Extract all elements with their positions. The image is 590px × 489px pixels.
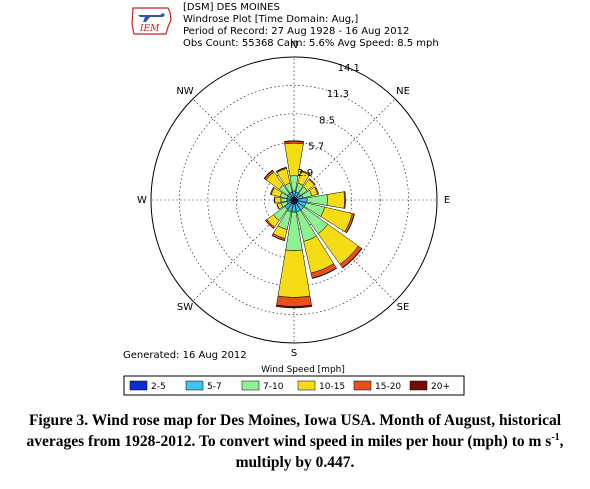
rose-segment [343,191,346,209]
dir-label-sw: SW [177,302,193,313]
legend-swatch [409,380,428,391]
rose-segment [311,267,338,279]
station-title: [DSM] DES MOINES [183,2,280,13]
ring-label: 8.5 [319,115,335,126]
generated-date: Generated: 16 Aug 2012 [123,350,247,361]
rose-segment [263,169,274,180]
legend-label: 2-5 [151,382,166,392]
ring-label: 5.7 [308,142,324,153]
dir-label-e: E [444,195,450,206]
rose-segment [300,170,311,176]
rose-segment [265,219,275,229]
rose-segment [277,249,311,298]
legend-swatch [185,380,204,391]
dir-label-se: SE [397,302,410,313]
legend-label: 5-7 [207,382,222,392]
legend-swatch [129,380,148,391]
rose-petals [263,140,363,309]
caption-superscript: -1 [551,431,560,443]
rose-segment [308,178,316,186]
dir-label-ne: NE [396,86,410,97]
rose-segment [275,304,313,309]
speed-legend: Wind Speed [mph] 2-5 5-7 7-10 10-15 15-20 20+ [123,365,465,396]
rose-segment [342,248,363,269]
ring-label: 11.3 [327,89,349,100]
legend-label: 10-15 [319,382,345,392]
legend-swatch [241,380,260,391]
ring-label: 2.9 [297,168,313,179]
caption-line-1: Figure 3. Wind rose map for Des Moines, … [28,412,562,429]
legend-swatch [297,380,316,391]
obs-count: Obs Count: 55368 Calm: 5.6% Avg Speed: 8… [183,38,439,49]
caption-line-3: multiply by 0.447. [235,454,355,471]
ring-labels: 2.9 5.7 8.5 11.3 14.1 [297,63,360,179]
rose-segment [276,295,312,307]
iem-logo: IEM [131,7,172,35]
rose-segment [269,186,275,196]
dir-label-w: W [137,195,147,206]
grid-ring [179,85,409,315]
ring-label: 14.1 [338,63,360,74]
wind-rose-figure: IEM [DSM] DES MOINES Windrose Plot [Time… [123,2,465,396]
legend-title: Wind Speed [mph] [261,365,345,375]
legend-swatch [353,380,372,391]
dir-label-n: N [290,40,297,51]
legend-label: 20+ [431,382,450,392]
rose-segment [283,140,305,143]
caption-line-2: averages from 1928-2012. To convert wind… [4,431,586,452]
rose-segment [273,196,276,204]
logo-text: IEM [139,24,160,34]
period-of-record: Period of Record: 27 Aug 1928 - 16 Aug 2… [183,26,409,37]
grid-ring [207,113,381,287]
figure-caption: Figure 3. Wind rose map for Des Moines, … [4,410,586,473]
outer-ring [150,56,438,344]
legend-box [123,375,465,396]
caption-line-2-text: averages from 1928-2012. To convert wind… [26,433,552,450]
dir-label-nw: NW [176,86,193,97]
plot-title: Windrose Plot [Time Domain: Aug,] [183,14,358,25]
airplane-icon [138,13,165,22]
dir-label-s: S [291,348,297,359]
rose-segment [276,203,280,210]
rose-segment [274,196,282,204]
caption-line-2-comma: , [559,433,564,450]
rose-segment [271,234,285,242]
rose-segment [314,186,320,195]
rose-segment [275,166,287,172]
legend-label: 7-10 [263,382,284,392]
legend-label: 15-20 [375,382,401,392]
grid-ring [235,141,353,259]
rose-segment [346,213,355,234]
rose-segment [326,191,345,209]
rose-segment [280,197,288,203]
